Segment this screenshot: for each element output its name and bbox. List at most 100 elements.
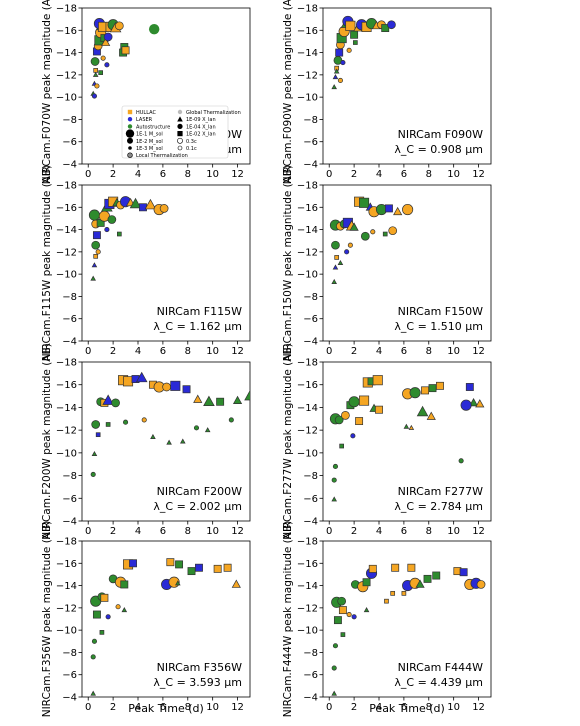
- data-point: [340, 60, 346, 66]
- data-point: [331, 240, 340, 250]
- y-tick-label: −8: [62, 648, 77, 659]
- legend-marker: [127, 124, 133, 129]
- data-point: [333, 616, 342, 625]
- x-tick-label: 2: [110, 526, 116, 537]
- data-point: [375, 405, 383, 414]
- plot-frame: [81, 184, 251, 342]
- x-axis-label: Peak Time (d): [369, 702, 445, 715]
- y-tick-label: −8: [62, 292, 77, 303]
- wavelength-label: λ_C = 1.510 μm: [394, 320, 483, 333]
- data-point: [360, 231, 370, 241]
- legend-marker: [177, 123, 183, 129]
- legend-marker: [127, 137, 133, 144]
- data-point: [416, 405, 429, 417]
- data-points: [90, 18, 160, 99]
- y-tick-label: −14: [297, 48, 318, 59]
- data-point: [141, 417, 147, 423]
- y-tick-label: −16: [297, 26, 318, 37]
- plot-frame: [81, 361, 251, 522]
- x-tick-label: 4: [376, 526, 382, 537]
- panel-f277w: 0 2 4 6 8 10 12 −4 −6 −8 −10 −12 −14 −16 −18NIRCam.F27…: [282, 343, 492, 540]
- x-tick-label: 4: [135, 526, 141, 537]
- data-point: [150, 433, 156, 439]
- x-tick-label: 8: [185, 526, 191, 537]
- x-tick-label: 4: [376, 346, 382, 357]
- data-point: [355, 417, 364, 426]
- x-tick-label: 2: [110, 702, 116, 713]
- y-tick-label: −6: [62, 137, 77, 148]
- wavelength-label: λ_C = 1.162 μm: [153, 320, 242, 333]
- data-point: [121, 607, 128, 613]
- x-tick-label: 12: [231, 169, 244, 180]
- data-point: [135, 371, 148, 383]
- x-tick-label: 0: [326, 169, 332, 180]
- y-tick-label: −10: [56, 626, 77, 637]
- legend-label: 0.1c: [186, 146, 197, 152]
- y-tick-label: −6: [303, 670, 318, 681]
- data-point: [100, 55, 106, 61]
- data-point: [170, 380, 181, 391]
- x-tick-label: 10: [447, 702, 460, 713]
- wavelength-label: λ_C = 0.908 μm: [394, 143, 483, 156]
- data-point: [104, 62, 110, 68]
- data-point: [90, 275, 96, 281]
- data-point: [338, 606, 347, 615]
- x-tick-label: 10: [447, 346, 460, 357]
- legend-marker: [177, 137, 183, 144]
- data-point: [123, 419, 129, 425]
- data-point: [144, 198, 157, 210]
- data-point: [114, 21, 124, 31]
- x-tick-label: 10: [206, 526, 219, 537]
- x-tick-label: 6: [160, 169, 166, 180]
- y-tick-label: −12: [56, 247, 77, 258]
- y-tick-label: −8: [303, 648, 318, 659]
- data-point: [408, 424, 415, 430]
- legend-marker: [127, 109, 133, 115]
- data-point: [332, 74, 339, 80]
- y-tick-label: −16: [56, 203, 77, 214]
- data-point: [409, 387, 421, 399]
- data-point: [384, 598, 389, 604]
- data-point: [105, 422, 111, 427]
- y-tick-label: −18: [297, 4, 318, 15]
- x-axis-label: Peak Time (d): [128, 702, 204, 715]
- y-tick-label: −8: [62, 115, 77, 126]
- y-tick-label: −12: [297, 603, 318, 614]
- wavelength-label: λ_C = 3.593 μm: [153, 676, 242, 689]
- data-point: [100, 593, 109, 602]
- data-point: [428, 384, 437, 393]
- y-tick-label: −8: [303, 292, 318, 303]
- legend-label: HULLAC: [136, 110, 156, 116]
- wavelength-label: λ_C = 4.439 μm: [394, 676, 483, 689]
- y-tick-label: −6: [303, 137, 318, 148]
- x-tick-label: 6: [160, 526, 166, 537]
- data-point: [223, 563, 232, 572]
- data-point: [98, 70, 103, 75]
- data-point: [332, 643, 338, 649]
- panel-title: NIRCam F090W: [398, 128, 484, 141]
- x-tick-label: 8: [426, 526, 432, 537]
- x-tick-label: 8: [185, 346, 191, 357]
- data-point: [331, 84, 337, 90]
- y-tick-label: −16: [297, 559, 318, 570]
- y-tick-label: −4: [62, 160, 77, 171]
- y-tick-label: −4: [62, 337, 77, 348]
- data-point: [331, 690, 337, 696]
- legend-label: Autostructure: [136, 124, 170, 130]
- x-tick-label: 8: [426, 346, 432, 357]
- data-point: [393, 206, 403, 216]
- data-point: [331, 278, 337, 284]
- y-tick-label: −10: [297, 626, 318, 637]
- y-tick-label: −6: [303, 314, 318, 325]
- data-point: [91, 450, 98, 456]
- y-tick-label: −14: [297, 581, 318, 592]
- plot-frame: [322, 184, 492, 342]
- legend-label: 1E-04 X_lan: [186, 124, 216, 130]
- data-point: [203, 395, 215, 406]
- y-tick-label: −14: [56, 581, 77, 592]
- y-tick-label: −12: [297, 247, 318, 258]
- y-axis-label: NIRCam.F070W peak magnitude (AB): [41, 0, 53, 184]
- data-point: [95, 249, 101, 255]
- data-point: [333, 68, 340, 74]
